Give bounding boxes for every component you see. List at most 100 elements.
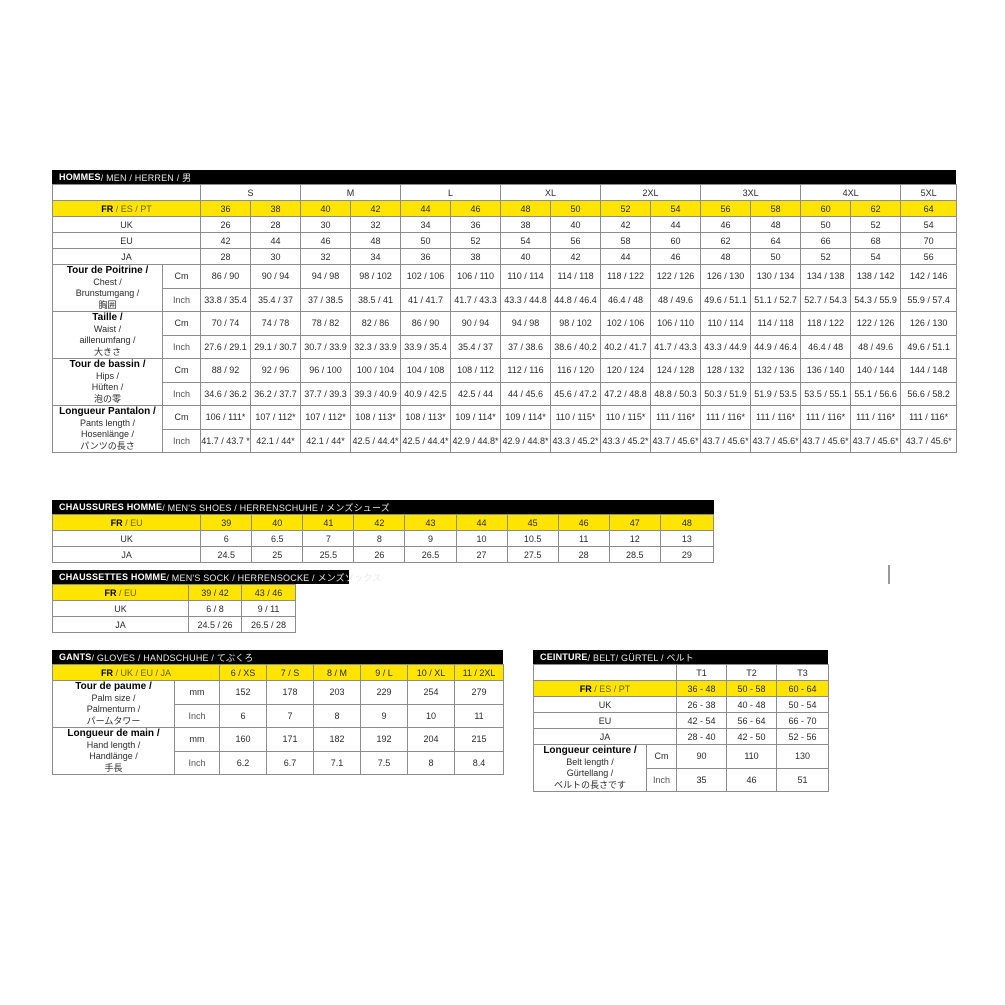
men-row-uk: UK 26 28 30 32 34 36 38 40 42 44 46 48 5… (52, 216, 958, 233)
men-pants-in-12: 43.7 / 45.6* (800, 428, 852, 453)
shoes-fr-4: 43 (404, 514, 457, 531)
gloves-palm-label: Tour de paume / Palm size / Palmenturm /… (52, 680, 175, 728)
belt-length-line2: Gürtellang / (566, 768, 614, 778)
men-pants-cm-6: 109 / 114* (500, 405, 552, 430)
men-measure-pants-line1: Pants length / (79, 417, 136, 428)
shoes-ja-1: 25 (251, 546, 304, 563)
gloves-size-1: 7 / S (266, 664, 315, 681)
men-measure-chest-line3: 胸囲 (98, 299, 117, 310)
men-measure-pants-inch-unit: Inch (162, 428, 201, 453)
gloves-size-0: 6 / XS (219, 664, 268, 681)
gloves-palm-inch-row: Inch 6 7 8 9 10 11 (53, 703, 505, 728)
men-row-fr: FR / ES / PT 36 38 40 42 44 46 48 50 52 … (52, 200, 958, 217)
men-fr-6: 48 (500, 200, 552, 217)
men-hips-in-9: 48.8 / 50.3 (650, 381, 702, 406)
men-measure-hips-label: Tour de bassin / Hips / Hüften / 泡の零 (52, 358, 163, 406)
shoes-row-fr-label: FR / EU (51, 514, 202, 531)
men-measure-pants-line2: Hosenlänge / (80, 429, 135, 439)
men-chest-cm-3: 98 / 102 (350, 264, 402, 289)
belt-row-uk-label: UK (533, 696, 677, 713)
men-measure-pants-name: Longueur Pantalon / (59, 406, 156, 418)
men-hips-cm-6: 112 / 116 (500, 358, 552, 383)
men-pants-cm-0: 106 / 111* (200, 405, 251, 430)
men-chest-cm-11: 130 / 134 (750, 264, 802, 289)
shoes-ja-9: 29 (659, 546, 715, 563)
men-eu-4: 50 (400, 232, 452, 249)
men-fr-0: 36 (200, 200, 251, 217)
shoes-uk-6: 10.5 (506, 530, 559, 547)
socks-row-uk-label: UK (52, 600, 189, 617)
shoes-fr-6: 45 (506, 514, 559, 531)
men-chest-cm-14: 142 / 146 (900, 264, 958, 289)
men-row-ja-label: JA (52, 248, 201, 265)
men-size-group-xl: XL (500, 184, 602, 201)
men-eu-0: 42 (200, 232, 251, 249)
men-pants-in-7: 43.3 / 45.2* (550, 428, 602, 453)
men-fr-14: 64 (900, 200, 958, 217)
men-ja-11: 50 (750, 248, 802, 265)
men-eu-14: 70 (900, 232, 958, 249)
men-measure-pants-cm-unit: Cm (162, 405, 201, 430)
gloves-palm-mm-5: 279 (454, 680, 505, 705)
men-hips-in-3: 39.3 / 40.9 (350, 381, 402, 406)
men-waist-cm-5: 90 / 94 (450, 311, 502, 336)
men-row-fr-label: FR / ES / PT (52, 200, 201, 217)
gloves-row-size-label: FR / UK / EU / JA (51, 664, 221, 681)
men-hips-cm-5: 108 / 112 (450, 358, 502, 383)
belt-title-bold: CEINTURE (540, 652, 588, 662)
men-hips-in-12: 53.5 / 55.1 (800, 381, 852, 406)
men-measure-waist-line2: aillenumfang / (79, 335, 136, 345)
belt-row-ja: JA 28 - 40 42 - 50 52 - 56 (533, 728, 829, 745)
socks-row-ja: JA 24.5 / 26 26.5 / 28 (52, 616, 296, 633)
men-ja-10: 48 (700, 248, 752, 265)
belt-length-cm-2: 130 (776, 744, 829, 769)
shoes-ja-7: 28 (557, 546, 610, 563)
gloves-size-2: 8 / M (313, 664, 362, 681)
gloves-size-bold: FR (101, 667, 113, 678)
shoes-fr-7: 46 (557, 514, 610, 531)
men-measure-hips-inch-row: Inch 34.6 / 36.2 36.2 / 37.7 37.7 / 39.3… (53, 381, 958, 406)
men-waist-in-2: 30.7 / 33.9 (300, 334, 352, 359)
men-waist-cm-7: 98 / 102 (550, 311, 602, 336)
shoes-row-ja: JA 24.5 25 25.5 26 26.5 27 27.5 28 28.5 … (51, 546, 715, 563)
men-chest-in-10: 49.6 / 51.1 (700, 287, 752, 312)
socks-fr-0: 39 / 42 (188, 584, 242, 601)
men-hips-in-10: 50.3 / 51.9 (700, 381, 752, 406)
gloves-palm-in-4: 10 (407, 703, 456, 728)
men-eu-6: 54 (500, 232, 552, 249)
belt-ja-1: 42 - 50 (726, 728, 777, 745)
men-fr-12: 60 (800, 200, 852, 217)
men-chest-in-2: 37 / 38.5 (300, 287, 352, 312)
men-ja-2: 32 (300, 248, 352, 265)
men-title-rest: / MEN / HERREN / 男 (100, 172, 192, 183)
men-size-group-m: M (300, 184, 402, 201)
men-waist-cm-6: 94 / 98 (500, 311, 552, 336)
men-waist-in-12: 46.4 / 48 (800, 334, 852, 359)
belt-fr-0: 36 - 48 (676, 680, 727, 697)
men-eu-8: 58 (600, 232, 652, 249)
gloves-hand-mm-5: 215 (454, 727, 505, 752)
men-pants-in-6: 42.9 / 44.8* (500, 428, 552, 453)
gloves-palm-mm-3: 229 (360, 680, 409, 705)
men-measure-chest-name: Tour de Poitrine / (66, 265, 149, 277)
men-size-table: S M L XL 2XL 3XL 4XL 5XL FR / ES / PT 36… (52, 184, 958, 453)
men-ja-0: 28 (200, 248, 251, 265)
men-waist-in-8: 40.2 / 41.7 (600, 334, 652, 359)
men-waist-cm-3: 82 / 86 (350, 311, 402, 336)
gloves-palm-name: Tour de paume / (75, 681, 152, 693)
belt-eu-2: 66 - 70 (776, 712, 829, 729)
shoes-uk-5: 10 (455, 530, 508, 547)
shoes-fr-9: 48 (659, 514, 715, 531)
men-chest-cm-9: 122 / 126 (650, 264, 702, 289)
shoes-row-uk: UK 6 6.5 7 8 9 10 10.5 11 12 13 (51, 530, 715, 547)
belt-length-inch-unit: Inch (646, 767, 677, 792)
men-hips-in-2: 37.7 / 39.3 (300, 381, 352, 406)
men-eu-12: 66 (800, 232, 852, 249)
men-pants-cm-10: 111 / 116* (700, 405, 752, 430)
shoes-ja-2: 25.5 (302, 546, 355, 563)
belt-title-rest: / BELT/ GÜRTEL / ベルト (587, 652, 694, 663)
men-pants-in-10: 43.7 / 45.6* (700, 428, 752, 453)
gloves-palm-mm-unit: mm (173, 680, 221, 705)
men-pants-cm-1: 107 / 112* (249, 405, 302, 430)
men-row-eu-label: EU (52, 232, 201, 249)
